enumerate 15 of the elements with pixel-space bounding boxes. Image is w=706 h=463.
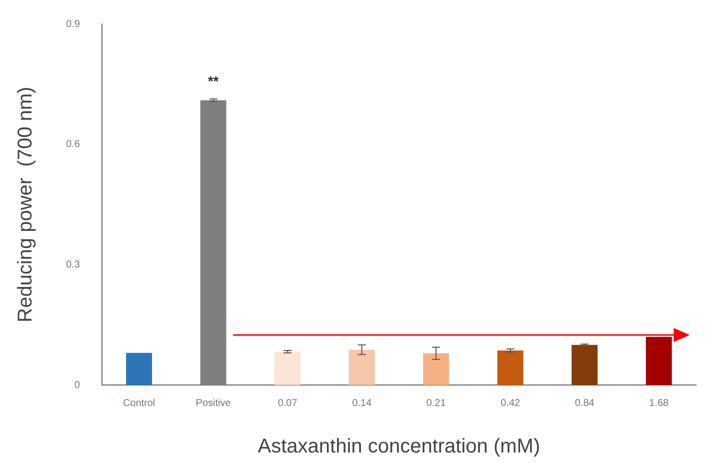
x-tick-label: Control: [122, 398, 156, 409]
y-tick-label: 0.6: [66, 139, 80, 150]
x-tick-label: 0.07: [278, 398, 298, 409]
x-tick-label: 0.84: [574, 398, 595, 409]
y-tick-label: 0.9: [66, 18, 80, 30]
x-axis-title: Astaxanthin concentration (mM): [258, 436, 540, 458]
x-tick-label: 0.14: [352, 398, 372, 409]
y-tick-label: 0: [74, 380, 80, 391]
x-tick-label: 0.42: [500, 398, 521, 409]
y-axis-title: Reducing power (700 nm): [14, 86, 37, 322]
x-tick-label: 1.68: [649, 398, 670, 409]
x-tick-label: 0.21: [426, 398, 446, 409]
x-tick-label: Positive: [196, 398, 232, 409]
annotation: **: [208, 73, 220, 90]
y-tick-label: 0.3: [66, 259, 80, 270]
